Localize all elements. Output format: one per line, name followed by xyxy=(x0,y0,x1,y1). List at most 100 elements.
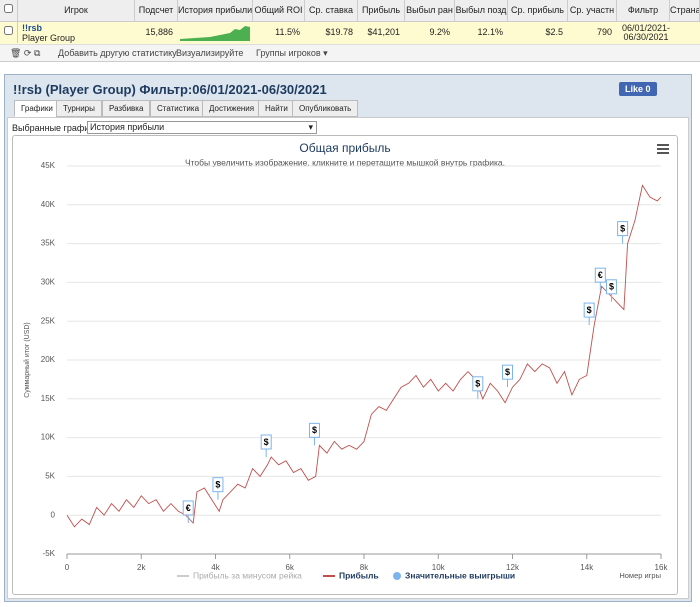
flag-box xyxy=(617,221,629,237)
column-header: Ср. прибыль xyxy=(508,0,568,21)
column-header: Игрок xyxy=(18,0,135,21)
y-tick-label: 15K xyxy=(41,394,56,403)
visualize[interactable]: Визуализируйте xyxy=(176,48,244,58)
flag-label: $ xyxy=(215,480,220,490)
table-row: !!rsb Player Group 06/01/2021- 06/30/2021… xyxy=(0,22,700,45)
column-header: Фильтр xyxy=(617,0,670,21)
tab[interactable]: Статистика xyxy=(150,100,207,117)
legend-label[interactable]: Прибыль xyxy=(339,570,379,580)
flag[interactable]: $ xyxy=(583,302,595,326)
column-header: Ср. ставка xyxy=(305,0,358,21)
chart-subtitle: Чтобы увеличить изображение, кликните и … xyxy=(185,157,505,167)
flag[interactable]: € xyxy=(594,267,606,291)
y-tick-label: 20K xyxy=(41,355,56,364)
flag[interactable]: $ xyxy=(260,434,272,457)
tab[interactable]: Достижения xyxy=(202,100,262,117)
y-tick-label: 30K xyxy=(41,278,56,287)
column-header: Выбыл позд xyxy=(455,0,508,21)
flag[interactable]: $ xyxy=(308,422,320,446)
x-tick-label: 8k xyxy=(360,563,369,572)
table-cell: 9.2% xyxy=(429,27,450,37)
filter-line: 06/01/2021- xyxy=(622,23,671,33)
flag-box xyxy=(212,477,224,493)
flag-box xyxy=(594,267,606,283)
y-tick-label: 10K xyxy=(41,433,56,442)
table-cell: 790 xyxy=(596,27,612,37)
add-stat[interactable]: Добавить другую статистику xyxy=(58,48,177,58)
panel: !!rsb (Player Group) Фильтр:06/01/2021-0… xyxy=(4,74,692,602)
table-cell: $19.78 xyxy=(325,27,353,37)
tab[interactable]: Графики xyxy=(14,100,60,117)
legend-label[interactable]: Значительные выигрыши xyxy=(405,570,515,580)
sparkline xyxy=(180,26,250,41)
flag-label: $ xyxy=(505,367,510,377)
filter-cell: 06/01/2021- 06/30/2021 xyxy=(622,24,670,42)
like-button[interactable]: Like 0 xyxy=(619,82,657,96)
player-group: Player Group xyxy=(22,33,76,43)
checkbox[interactable] xyxy=(4,26,13,35)
table-cell: $41,201 xyxy=(367,27,400,37)
flag-box xyxy=(605,279,617,295)
flag[interactable]: $ xyxy=(605,279,617,302)
flag-label: € xyxy=(598,270,603,280)
flag[interactable]: € xyxy=(182,500,194,523)
flag-box xyxy=(182,500,194,516)
flag-label: $ xyxy=(264,437,269,447)
flag-label: $ xyxy=(475,379,480,389)
flag-box xyxy=(260,434,272,450)
flag-box xyxy=(308,422,320,438)
flag[interactable]: $ xyxy=(502,364,513,388)
x-tick-label: 6k xyxy=(286,563,295,572)
checkbox[interactable] xyxy=(4,4,13,13)
x-tick-label: 4k xyxy=(211,563,220,572)
table-cell: 15,886 xyxy=(145,27,173,37)
x-tick-label: 10k xyxy=(432,563,446,572)
menu-icon[interactable] xyxy=(657,144,669,154)
groups[interactable]: Группы игроков ▾ xyxy=(256,48,328,58)
column-header: Страна xyxy=(670,0,700,21)
y-tick-label: 40K xyxy=(41,200,56,209)
legend-label[interactable]: Прибыль за минусом рейка xyxy=(193,570,302,580)
x-axis-title: Номер игры xyxy=(619,571,661,580)
table-cell: $2.5 xyxy=(545,27,563,37)
y-tick-label: 45K xyxy=(41,161,56,170)
flag-label: $ xyxy=(609,282,614,292)
chart-select[interactable]: История прибыли ▾ xyxy=(87,121,317,134)
column-header: Прибыль xyxy=(358,0,405,21)
tab[interactable]: Найти xyxy=(258,100,295,117)
y-tick-label: 35K xyxy=(41,239,56,248)
panel-title: !!rsb (Player Group) Фильтр:06/01/2021-0… xyxy=(13,82,327,97)
table-header: Игрок Подсчет История прибыли Общий ROI Ср. … xyxy=(0,0,700,22)
flag-label: € xyxy=(186,503,191,513)
y-tick-label: 0 xyxy=(51,510,56,519)
filter-line: 06/30/2021 xyxy=(623,32,669,42)
x-tick-label: 14k xyxy=(580,563,594,572)
flag-box xyxy=(583,302,595,318)
flag-label: $ xyxy=(620,223,625,233)
select-value: История прибыли xyxy=(90,122,165,132)
x-tick-label: 12k xyxy=(506,563,520,572)
tab[interactable]: Разбивка xyxy=(102,100,151,117)
column-header: Ср. участн xyxy=(568,0,617,21)
table-cell: 12.1% xyxy=(477,27,503,37)
tab[interactable]: Турниры xyxy=(56,100,102,117)
y-tick-label: 25K xyxy=(41,316,56,325)
flag[interactable]: $ xyxy=(472,376,484,399)
player-name[interactable]: !!rsb xyxy=(22,23,42,33)
x-tick-label: 2k xyxy=(137,563,146,572)
line xyxy=(66,184,662,528)
flag-box xyxy=(472,376,484,392)
flag-box xyxy=(502,364,513,380)
chart-title: Общая прибыль xyxy=(299,141,390,155)
select-label: Выбранные графики: xyxy=(12,123,101,133)
tab[interactable]: Опубликовать xyxy=(292,100,359,117)
flag[interactable]: $ xyxy=(212,477,224,500)
column-header: Общий ROI xyxy=(253,0,305,21)
toolbar: 🗑 ⟳ ⧉ Добавить другую статистику Визуали… xyxy=(0,45,700,62)
x-tick-label: 0 xyxy=(65,563,70,572)
flag[interactable]: $ xyxy=(617,221,629,244)
column-header: Выбыл ран xyxy=(405,0,455,21)
column-header: История прибыли xyxy=(178,0,253,21)
y-axis-title: Суммарный итог (USD) xyxy=(23,322,31,398)
column-header: Подсчет xyxy=(135,0,178,21)
